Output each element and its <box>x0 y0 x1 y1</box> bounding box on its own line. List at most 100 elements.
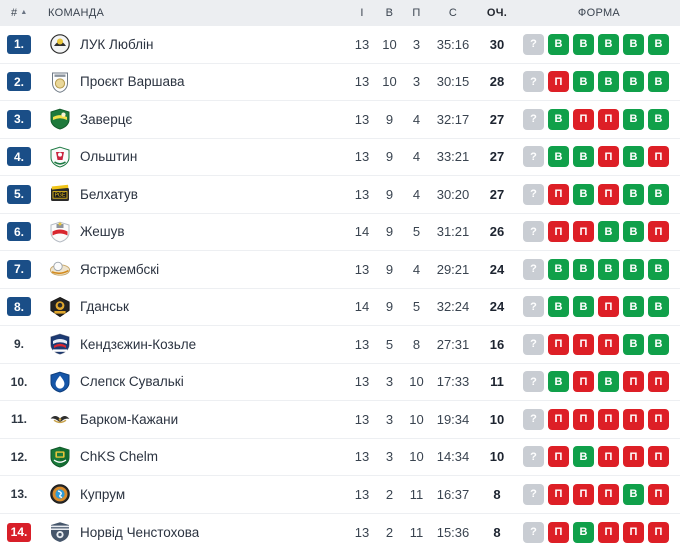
form-badge-win[interactable]: В <box>573 33 594 55</box>
form-badge-loss[interactable]: П <box>573 408 594 430</box>
form-badge-win[interactable]: В <box>648 258 669 280</box>
form-badge-win[interactable]: В <box>573 296 594 318</box>
form-badge-win[interactable]: В <box>623 183 644 205</box>
form-badge-loss[interactable]: П <box>623 408 644 430</box>
form-badge-win[interactable]: В <box>548 146 569 168</box>
form-badge-unknown[interactable]: ? <box>523 333 544 355</box>
form-badge-loss[interactable]: П <box>548 333 569 355</box>
form-badge-unknown[interactable]: ? <box>523 146 544 168</box>
team-cell[interactable]: Гданськ <box>42 296 348 318</box>
form-badge-loss[interactable]: П <box>648 483 669 505</box>
form-badge-unknown[interactable]: ? <box>523 446 544 468</box>
table-row[interactable]: 7. Ястржембскі 13 9 4 29:21 24? В В В В В <box>0 251 680 289</box>
form-badge-loss[interactable]: П <box>648 146 669 168</box>
form-badge-win[interactable]: В <box>598 371 619 393</box>
form-badge-loss[interactable]: П <box>548 221 569 243</box>
table-row[interactable]: 12. ChKS Chelm 13 3 10 14:34 10? П В П П П <box>0 439 680 476</box>
team-cell[interactable]: Норвід Ченстохова <box>42 521 348 543</box>
form-badge-loss[interactable]: П <box>573 333 594 355</box>
team-cell[interactable]: Купрум <box>42 483 348 505</box>
form-badge-loss[interactable]: П <box>623 521 644 543</box>
form-badge-loss[interactable]: П <box>598 296 619 318</box>
form-badge-win[interactable]: В <box>648 71 669 93</box>
form-badge-loss[interactable]: П <box>548 408 569 430</box>
form-badge-win[interactable]: В <box>623 71 644 93</box>
form-badge-unknown[interactable]: ? <box>523 258 544 280</box>
form-badge-win[interactable]: В <box>648 296 669 318</box>
form-badge-loss[interactable]: П <box>598 446 619 468</box>
column-header-points[interactable]: Оч. <box>486 7 508 19</box>
form-badge-win[interactable]: В <box>573 258 594 280</box>
form-badge-win[interactable]: В <box>573 71 594 93</box>
form-badge-loss[interactable]: П <box>573 108 594 130</box>
form-badge-loss[interactable]: П <box>648 221 669 243</box>
form-badge-win[interactable]: В <box>648 108 669 130</box>
table-row[interactable]: 2. Проєкт Варшава 13 10 3 30:15 28? П В В В В <box>0 64 680 101</box>
form-badge-loss[interactable]: П <box>623 371 644 393</box>
form-badge-win[interactable]: В <box>623 108 644 130</box>
column-header-team[interactable]: КОМАНДА <box>48 7 105 19</box>
table-row[interactable]: 14. Норвід Ченстохова 13 2 11 15:36 8? П В П П П <box>0 514 680 551</box>
form-badge-unknown[interactable]: ? <box>523 408 544 430</box>
form-badge-win[interactable]: В <box>623 483 644 505</box>
form-badge-loss[interactable]: П <box>548 521 569 543</box>
form-badge-loss[interactable]: П <box>548 183 569 205</box>
column-header-wins[interactable]: В <box>385 7 394 19</box>
column-header-losses[interactable]: П <box>412 7 421 19</box>
form-badge-win[interactable]: В <box>548 108 569 130</box>
team-cell[interactable]: Жешув <box>42 221 348 243</box>
form-badge-loss[interactable]: П <box>648 446 669 468</box>
form-badge-win[interactable]: В <box>598 71 619 93</box>
form-badge-win[interactable]: В <box>548 258 569 280</box>
form-badge-unknown[interactable]: ? <box>523 71 544 93</box>
table-row[interactable]: 11. Барком-Кажани 13 3 10 19:34 10? П П П П П <box>0 401 680 439</box>
team-cell[interactable]: Ольштин <box>42 146 348 168</box>
form-badge-unknown[interactable]: ? <box>523 521 544 543</box>
form-badge-unknown[interactable]: ? <box>523 221 544 243</box>
form-badge-loss[interactable]: П <box>573 221 594 243</box>
table-row[interactable]: 9. Кендзєжин-Козьле 13 5 8 27:31 16? П П П В В <box>0 326 680 364</box>
form-badge-loss[interactable]: П <box>598 483 619 505</box>
team-cell[interactable]: Ястржембскі <box>42 258 348 280</box>
form-badge-win[interactable]: В <box>548 371 569 393</box>
form-badge-win[interactable]: В <box>548 33 569 55</box>
form-badge-win[interactable]: В <box>573 521 594 543</box>
form-badge-loss[interactable]: П <box>623 446 644 468</box>
form-badge-win[interactable]: В <box>623 33 644 55</box>
form-badge-win[interactable]: В <box>573 146 594 168</box>
form-badge-loss[interactable]: П <box>548 446 569 468</box>
table-row[interactable]: 10. Слепск Сувалькі 13 3 10 17:33 11? В П В П П <box>0 364 680 401</box>
table-row[interactable]: 8. Гданськ 14 9 5 32:24 24? В В П В В <box>0 289 680 326</box>
form-badge-win[interactable]: В <box>648 33 669 55</box>
form-badge-win[interactable]: В <box>548 296 569 318</box>
team-cell[interactable]: Проєкт Варшава <box>42 71 348 93</box>
form-badge-win[interactable]: В <box>573 446 594 468</box>
team-cell[interactable]: ChKS Chelm <box>42 446 348 468</box>
form-badge-win[interactable]: В <box>623 296 644 318</box>
team-cell[interactable]: PGE Белхатув <box>42 183 348 205</box>
form-badge-loss[interactable]: П <box>548 71 569 93</box>
form-badge-unknown[interactable]: ? <box>523 108 544 130</box>
form-badge-win[interactable]: В <box>648 183 669 205</box>
form-badge-win[interactable]: В <box>598 33 619 55</box>
table-row[interactable]: 6. Жешув 14 9 5 31:21 26? П П В В П <box>0 214 680 251</box>
form-badge-loss[interactable]: П <box>648 408 669 430</box>
form-badge-unknown[interactable]: ? <box>523 296 544 318</box>
form-badge-unknown[interactable]: ? <box>523 33 544 55</box>
table-row[interactable]: 13. Купрум 13 2 11 16:37 8? П П П В П <box>0 476 680 514</box>
team-cell[interactable]: Кендзєжин-Козьле <box>42 333 348 355</box>
table-row[interactable]: 3. Заверцє 13 9 4 32:17 27? В П П В В <box>0 101 680 139</box>
form-badge-win[interactable]: В <box>648 333 669 355</box>
column-header-sets[interactable]: С <box>448 7 458 19</box>
column-header-rank[interactable]: # ▲ <box>0 7 42 19</box>
table-row[interactable]: 4. Ольштин 13 9 4 33:21 27? В В П В П <box>0 139 680 176</box>
form-badge-loss[interactable]: П <box>598 333 619 355</box>
form-badge-loss[interactable]: П <box>598 521 619 543</box>
table-row[interactable]: 5. PGE Белхатув 13 9 4 30:20 27? П В П В В <box>0 176 680 214</box>
form-badge-unknown[interactable]: ? <box>523 183 544 205</box>
form-badge-win[interactable]: В <box>598 221 619 243</box>
form-badge-win[interactable]: В <box>623 221 644 243</box>
table-row[interactable]: 1. ЛУК Люблін 13 10 3 35:16 30? В В В В В <box>0 26 680 64</box>
form-badge-loss[interactable]: П <box>598 108 619 130</box>
form-badge-win[interactable]: В <box>573 183 594 205</box>
